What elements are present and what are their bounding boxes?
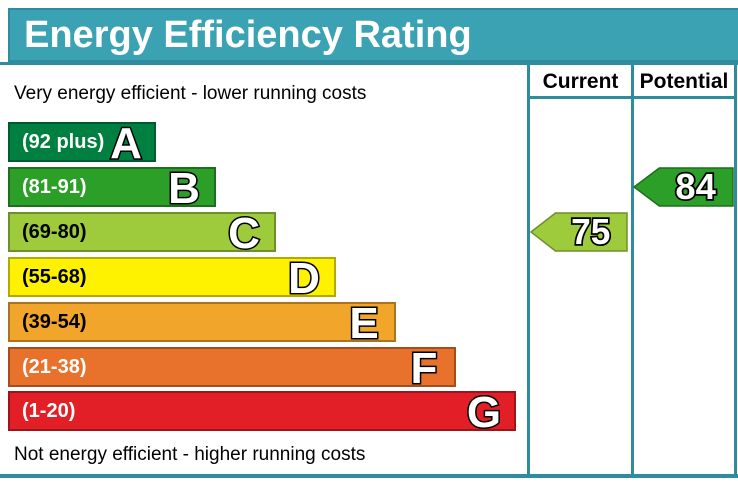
potential-column-header: Potential: [639, 70, 729, 93]
current-column-left-border: [527, 65, 530, 474]
current-rating-pointer: 75: [530, 212, 628, 252]
chart-bottom-border: [0, 474, 738, 478]
band-a-range-label: (92 plus): [22, 130, 105, 153]
svg-text:B: B: [168, 164, 200, 213]
band-f-letter-icon: F: [409, 343, 439, 395]
band-a: (92 plus) A: [8, 118, 156, 170]
bottom-caption: Not energy efficient - higher running co…: [14, 444, 366, 465]
band-d-letter-icon: D: [287, 253, 322, 305]
svg-text:F: F: [411, 344, 438, 393]
svg-text:75: 75: [571, 212, 610, 252]
band-g-range-label: (1-20): [22, 399, 76, 422]
svg-text:E: E: [349, 299, 378, 348]
page-title: Energy Efficiency Rating: [24, 13, 472, 56]
potential-column-left-border: [631, 65, 634, 474]
svg-text:84: 84: [675, 167, 715, 207]
potential-rating-arrow-icon: 84: [633, 167, 734, 207]
band-f: (21-38) F: [8, 343, 456, 395]
chart-right-border: [734, 65, 737, 474]
band-g-letter-icon: G: [465, 387, 502, 439]
current-column-header: Current: [542, 70, 619, 93]
band-c: (69-80) C: [8, 208, 276, 260]
svg-text:D: D: [288, 254, 320, 303]
band-d-range-label: (55-68): [22, 265, 87, 288]
current-rating-arrow-icon: 75: [530, 212, 628, 252]
band-b-range-label: (81-91): [22, 175, 87, 198]
band-b: (81-91) B: [8, 163, 216, 215]
chart-title-bar: Energy Efficiency Rating: [8, 8, 738, 62]
band-g: (1-20) G: [8, 387, 516, 439]
band-e: (39-54) E: [8, 298, 396, 350]
svg-text:G: G: [467, 388, 501, 437]
band-b-letter-icon: B: [167, 163, 202, 215]
svg-text:A: A: [110, 119, 142, 168]
band-a-letter-icon: A: [109, 118, 144, 170]
band-f-range-label: (21-38): [22, 355, 87, 378]
band-e-letter-icon: E: [348, 298, 380, 350]
band-c-range-label: (69-80): [22, 220, 87, 243]
potential-rating-pointer: 84: [633, 167, 734, 207]
column-header-underline: [527, 96, 737, 99]
band-e-range-label: (39-54): [22, 310, 87, 333]
chart-top-border: [0, 62, 738, 65]
band-d: (55-68) D: [8, 253, 336, 305]
band-c-letter-icon: C: [227, 208, 262, 260]
top-caption: Very energy efficient - lower running co…: [14, 83, 367, 104]
svg-text:C: C: [228, 209, 260, 258]
